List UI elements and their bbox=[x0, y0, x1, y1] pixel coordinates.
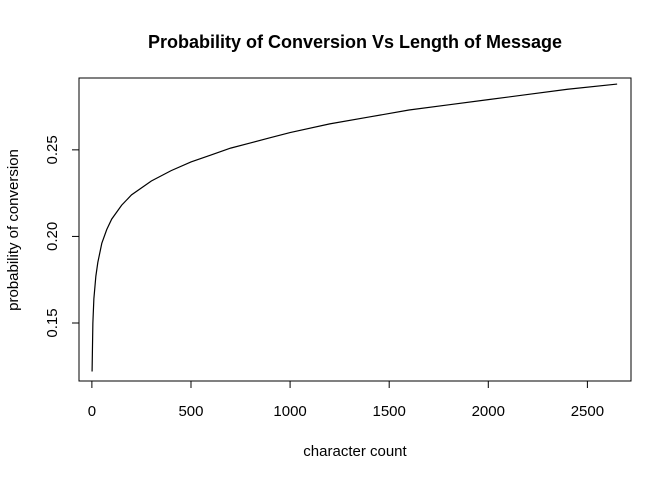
x-tick-label: 1000 bbox=[273, 403, 306, 420]
y-axis: 0.15 0.20 0.25 bbox=[44, 135, 80, 338]
x-tick-label: 1500 bbox=[373, 403, 406, 420]
y-tick-label: 0.15 bbox=[44, 308, 61, 337]
x-tick-label: 0 bbox=[88, 403, 96, 420]
x-tick-label: 500 bbox=[178, 403, 203, 420]
plot-frame bbox=[78, 77, 632, 382]
y-axis-label: probability of conversion bbox=[5, 149, 22, 311]
x-axis-label: character count bbox=[303, 443, 407, 460]
x-tick-label: 2500 bbox=[571, 403, 604, 420]
x-tick-label: 2000 bbox=[472, 403, 505, 420]
x-axis: 0 500 1000 1500 2000 2500 bbox=[88, 380, 604, 420]
series-line bbox=[91, 83, 618, 372]
y-tick-label: 0.20 bbox=[44, 222, 61, 251]
y-tick-label: 0.25 bbox=[44, 135, 61, 164]
chart-title: Probability of Conversion Vs Length of M… bbox=[148, 32, 562, 52]
